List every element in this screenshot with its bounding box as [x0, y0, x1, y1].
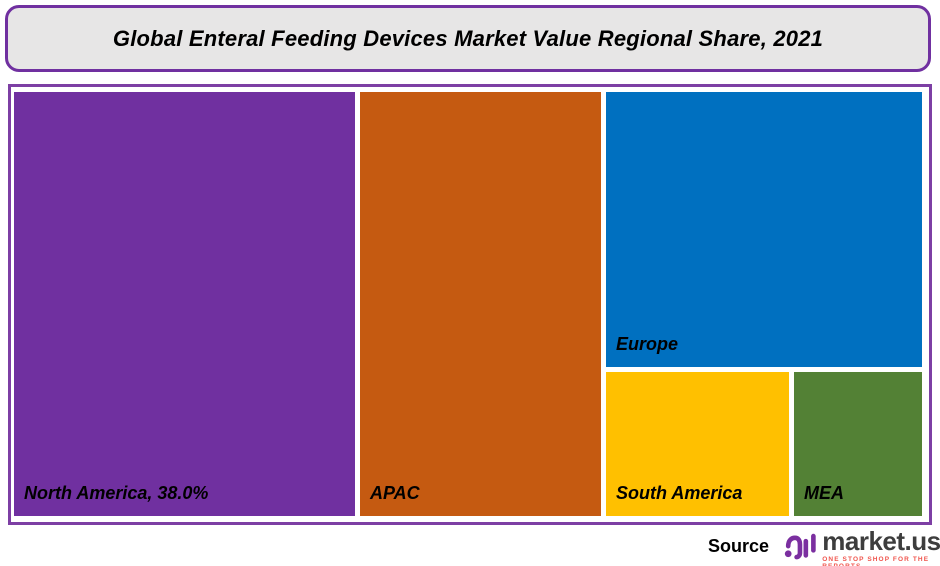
treemap-chart: North America, 38.0% APAC Europe South A… [8, 84, 932, 525]
treemap-tile-north-america: North America, 38.0% [14, 92, 355, 516]
brand-name: market.us [822, 526, 940, 556]
brand-tagline: ONE STOP SHOP FOR THE REPORTS [822, 556, 930, 566]
footer: Source market.us ONE STOP SHOP FOR THE R… [0, 528, 940, 566]
treemap-tile-apac: APAC [360, 92, 601, 516]
treemap-tile-europe: Europe [606, 92, 922, 367]
brand-text-group: market.us ONE STOP SHOP FOR THE REPORTS [822, 528, 940, 566]
tile-label-mea: MEA [804, 483, 844, 503]
tile-label-south-america: South America [616, 483, 743, 503]
marketus-logo: market.us ONE STOP SHOP FOR THE REPORTS [784, 528, 940, 566]
chart-title-banner: Global Enteral Feeding Devices Market Va… [5, 5, 931, 72]
chart-title: Global Enteral Feeding Devices Market Va… [112, 25, 824, 51]
tile-label-north-america: North America, 38.0% [24, 483, 209, 503]
tile-label-apac: APAC [370, 483, 420, 503]
marketus-logo-icon [784, 533, 816, 560]
tile-label-europe: Europe [616, 334, 679, 354]
treemap-tile-south-america: South America [606, 372, 789, 516]
treemap-tile-mea: MEA [794, 372, 922, 516]
source-label: Source [708, 536, 770, 556]
